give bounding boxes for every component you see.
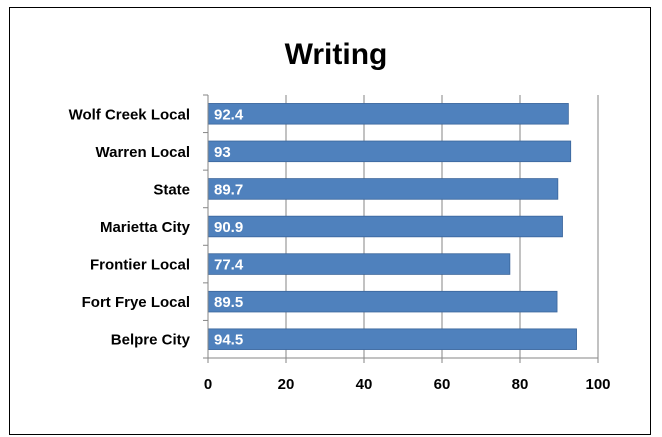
category-label-1: Warren Local — [96, 144, 190, 161]
x-tick-label-0: 0 — [204, 376, 212, 393]
data-label-2: 89.7 — [214, 181, 243, 198]
x-tick-label-100: 100 — [585, 376, 610, 393]
axis-layer: Wolf Creek Local Warren Local State Mariett… — [69, 94, 611, 393]
bar-4 — [207, 253, 511, 275]
x-tick-label-40: 40 — [356, 376, 373, 393]
bar-1 — [207, 140, 572, 163]
category-label-0: Wolf Creek Local — [69, 106, 190, 123]
bar-3 — [207, 215, 563, 238]
data-label-0: 92.4 — [214, 106, 244, 123]
category-label-2: State — [153, 181, 190, 198]
bar-5 — [207, 290, 558, 313]
data-label-4: 77.4 — [214, 257, 244, 274]
bar-2 — [207, 178, 559, 200]
bar-layer: 92.4 93 89.7 90.9 77.4 89.5 94.5 — [207, 103, 577, 350]
category-label-5: Fort Frye Local — [82, 294, 190, 311]
data-label-1: 93 — [214, 144, 231, 161]
category-label-4: Frontier Local — [90, 257, 190, 274]
category-label-6: Belpre City — [111, 332, 191, 349]
bar-0 — [207, 103, 569, 125]
data-label-3: 90.9 — [214, 219, 243, 236]
x-tick-label-20: 20 — [278, 376, 295, 393]
data-label-6: 94.5 — [214, 332, 243, 349]
category-label-3: Marietta City — [100, 219, 191, 236]
x-tick-label-80: 80 — [512, 376, 529, 393]
bar-6 — [207, 328, 577, 350]
data-label-5: 89.5 — [214, 294, 243, 311]
chart-title: Writing — [285, 38, 388, 71]
x-tick-label-60: 60 — [434, 376, 451, 393]
